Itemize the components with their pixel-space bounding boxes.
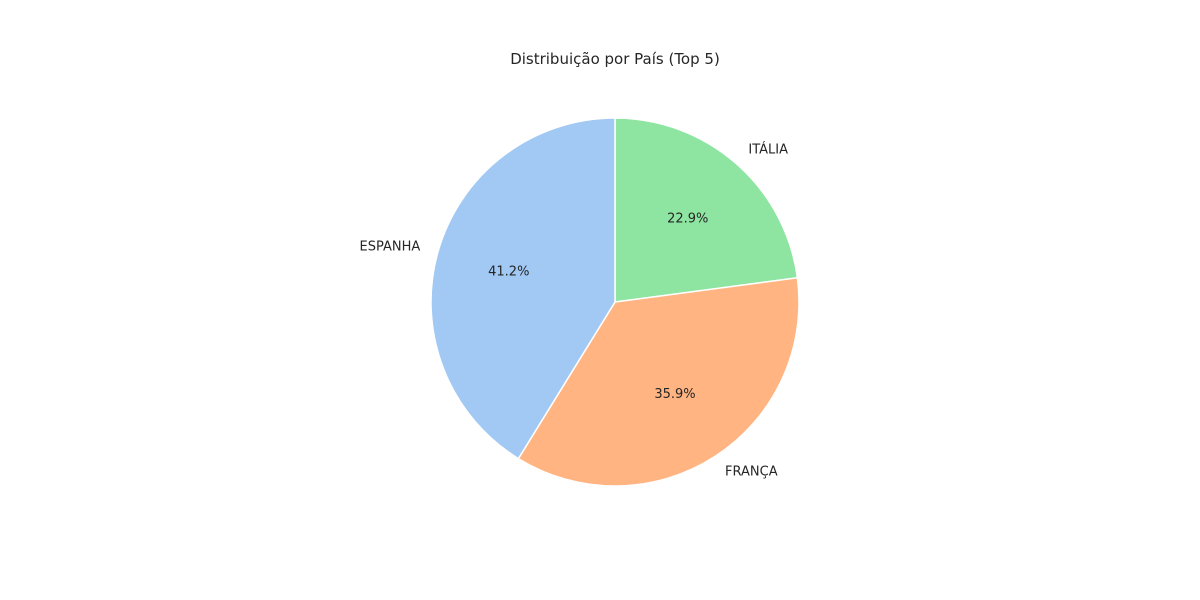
percent-label-espanha: 41.2% [488, 264, 529, 279]
slice-franca [517, 276, 800, 487]
percent-label-franca: 35.9% [654, 387, 695, 402]
pie-slices [430, 117, 800, 487]
chart-title: Distribuição por País (Top 5) [510, 50, 720, 68]
slice-italia [614, 117, 799, 303]
percent-label-italia: 22.9% [667, 211, 708, 226]
pie-labels: 22.9% ITÁLIA 35.9% FRANÇA 41.2% ESPANHA [360, 141, 789, 479]
category-label-italia: ITÁLIA [748, 141, 788, 157]
category-label-espanha: ESPANHA [360, 239, 421, 254]
category-label-franca: FRANÇA [725, 464, 778, 479]
slice-espanha [430, 117, 616, 460]
